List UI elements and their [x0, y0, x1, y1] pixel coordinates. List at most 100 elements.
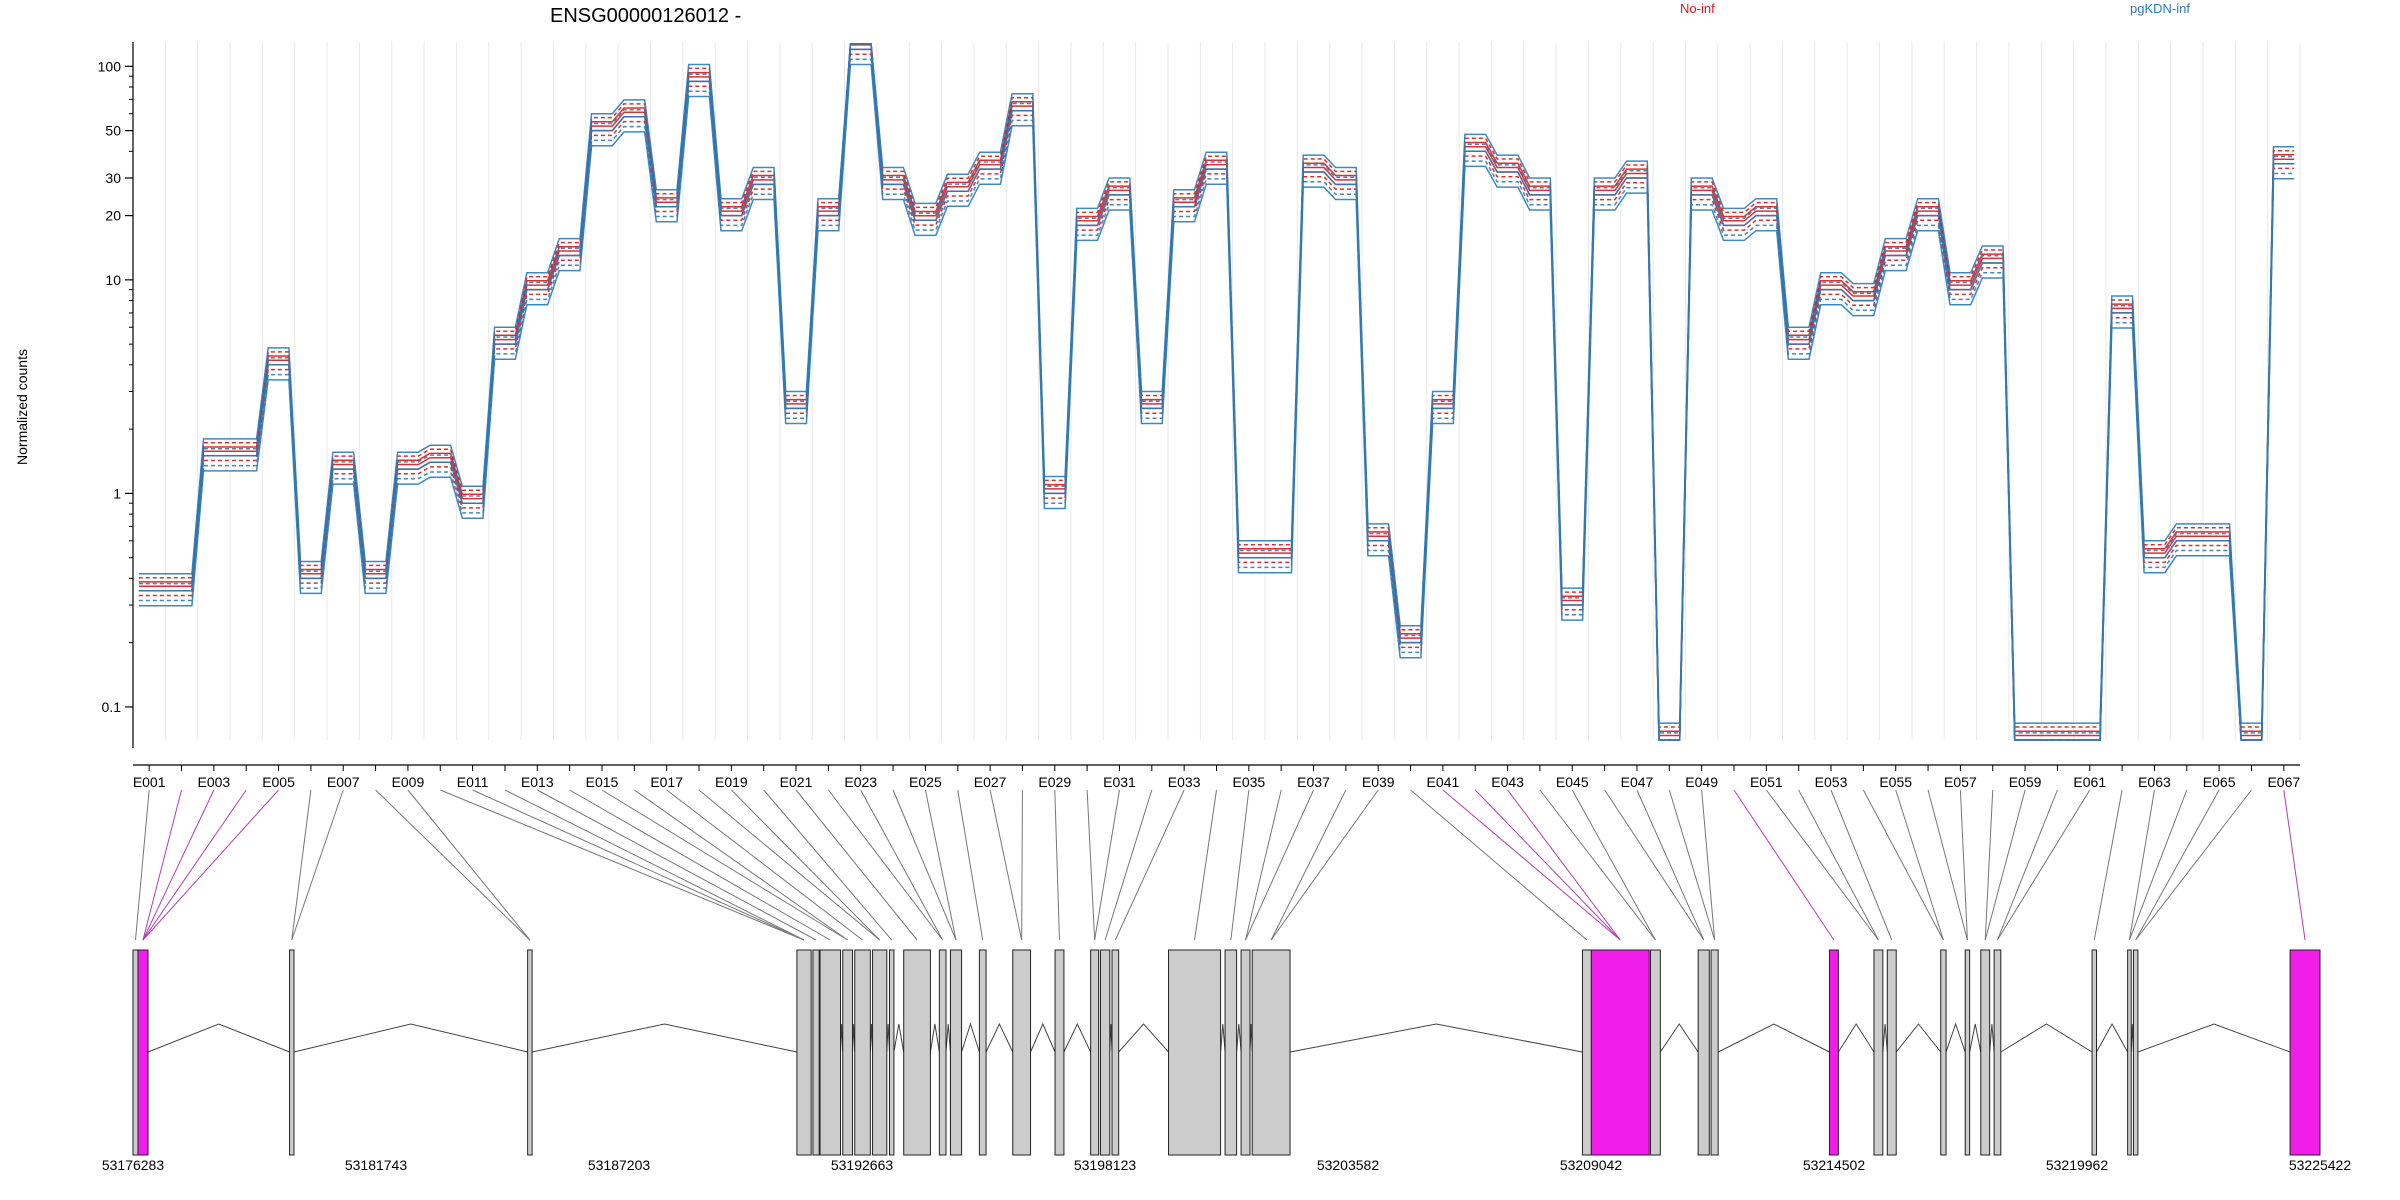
- exon-connector: [1668, 789, 1716, 941]
- exon-connector: [763, 789, 893, 941]
- intron-line: [1030, 1022, 1056, 1053]
- exon-connector: [1927, 789, 1968, 941]
- exon-block: [1099, 949, 1111, 1156]
- exon-connector: [601, 789, 848, 941]
- exon-connector: [1571, 789, 1656, 941]
- exon-block: [796, 949, 812, 1156]
- intron-line: [1118, 1023, 1169, 1053]
- coordinate-label: 53192663: [831, 1157, 894, 1173]
- exon-block: [819, 949, 842, 1156]
- exon-connector: [1270, 789, 1347, 941]
- y-axis: 0.1 1 10 20 30 50 100: [98, 42, 134, 748]
- intron-line: [1945, 1022, 1966, 1053]
- series-line-no-inf-replicate-2: [138, 53, 2295, 741]
- exon-connector-lines: [134, 789, 2306, 941]
- series-line-no-inf-replicate-1: [138, 48, 2295, 741]
- exon-block: [1940, 949, 1947, 1156]
- intron-line: [2137, 1023, 2291, 1053]
- intron-line: [1289, 1023, 1583, 1053]
- y-tick-label: 1: [113, 485, 121, 501]
- exon-connector: [827, 789, 944, 941]
- legend-entry-no-inf: No-inf: [1680, 1, 1715, 16]
- intron-line: [929, 1023, 940, 1053]
- exon-block: [812, 949, 820, 1156]
- genomic-coordinate-axis: 53176283 53181743 53187203 53192663 53198123…: [102, 1157, 2352, 1173]
- intron-line: [1063, 1022, 1092, 1053]
- intron-line: [1717, 1023, 1830, 1053]
- intron-line: [893, 1023, 905, 1053]
- x-tick-label: E061: [2073, 774, 2106, 790]
- exon-connector: [1959, 789, 1968, 941]
- exon-block: [1650, 949, 1661, 1156]
- x-tick-label: E017: [650, 774, 683, 790]
- x-tick-label: E065: [2203, 774, 2236, 790]
- exon-block: [903, 949, 931, 1156]
- series-line-pgkdn-inf-replicate-3: [138, 43, 2295, 724]
- y-tick-label: 30: [105, 170, 121, 186]
- x-tick-label: E053: [1815, 774, 1848, 790]
- exon-connector: [1442, 789, 1621, 941]
- x-tick-label: E041: [1427, 774, 1460, 790]
- intron-line: [985, 1022, 1014, 1053]
- coordinate-label: 53198123: [1074, 1157, 1137, 1173]
- series-line-pgkdn-inf-replicate-2: [138, 58, 2295, 741]
- exon-connector: [1997, 789, 2091, 941]
- exon-connector: [537, 789, 817, 941]
- exon-connector: [291, 789, 312, 941]
- exon-connector: [1862, 789, 1944, 941]
- exon-connector: [1701, 789, 1716, 941]
- exon-connector: [1245, 789, 1282, 941]
- exon-connector: [1895, 789, 1944, 941]
- legend-entry-pgkdn-inf: pgKDN-inf: [2130, 1, 2190, 16]
- x-tick-label: E047: [1621, 774, 1654, 790]
- exon-connector: [1798, 789, 1879, 941]
- intron-line: [147, 1023, 290, 1053]
- exon-block: [527, 949, 533, 1156]
- exon-connector: [1086, 789, 1096, 941]
- exon-connector: [1984, 789, 2026, 941]
- x-tick-label: E049: [1685, 774, 1718, 790]
- exon-connector: [666, 789, 863, 941]
- exon-block: [1224, 949, 1238, 1156]
- x-tick-label: E025: [909, 774, 942, 790]
- intron-line: [1882, 1023, 1888, 1053]
- exon-highlighted: [137, 949, 149, 1156]
- intron-line: [1837, 1023, 1875, 1053]
- exon-block: [2127, 949, 2132, 1156]
- y-tick-label: 0.1: [102, 699, 122, 715]
- exon-connector: [1054, 789, 1060, 941]
- exon-highlighted: [2289, 949, 2321, 1156]
- exon-connector: [472, 789, 805, 941]
- exon-connector: [142, 789, 279, 941]
- intron-line: [2096, 1022, 2129, 1053]
- exon-connector: [1830, 789, 1893, 941]
- exon-connector: [440, 789, 805, 941]
- gene-model: [132, 949, 2321, 1156]
- x-tick-label: E031: [1103, 774, 1136, 790]
- exon-connector: [2135, 789, 2220, 941]
- intron-line: [961, 1022, 980, 1053]
- exon-connector: [860, 789, 944, 941]
- series-line-pgkdn-inf-replicate-1: [138, 48, 2295, 741]
- exon-connector: [2128, 789, 2188, 941]
- coordinate-label: 53187203: [588, 1157, 651, 1173]
- exon-connector: [2283, 789, 2306, 941]
- exon-connector: [1021, 789, 1023, 941]
- x-tick-label: E003: [198, 774, 231, 790]
- exon-block: [1993, 949, 2002, 1156]
- exon-connector: [1765, 789, 1879, 941]
- x-tick-label: E051: [1750, 774, 1783, 790]
- intron-line: [1236, 1023, 1242, 1053]
- exon-block: [978, 949, 987, 1156]
- series-line-pgkdn-inf-replicate-4: [138, 43, 2295, 734]
- exon-connector: [407, 789, 531, 941]
- exon-block: [1012, 949, 1032, 1156]
- exon-connector: [795, 789, 918, 941]
- exon-block: [854, 949, 871, 1156]
- y-tick-label: 10: [105, 272, 121, 288]
- exon-connector: [142, 789, 247, 941]
- exon-block: [1111, 949, 1120, 1156]
- y-tick-label: 100: [98, 58, 122, 74]
- intron-line: [1989, 1023, 1995, 1053]
- x-tick-label: E029: [1038, 774, 1071, 790]
